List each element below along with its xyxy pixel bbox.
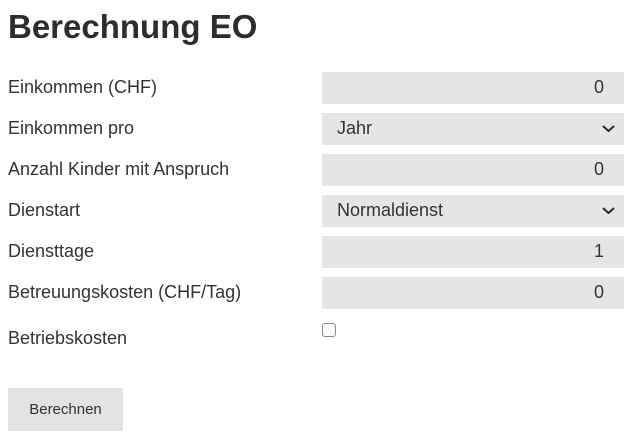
kinder-control <box>322 153 624 186</box>
form-row-dienstart: Dienstart Normaldienst <box>8 194 624 227</box>
einkommen-control <box>322 71 624 104</box>
form-row-diensttage: Diensttage <box>8 235 624 268</box>
form-row-betriebskosten: Betriebskosten <box>8 322 624 355</box>
kinder-input[interactable] <box>322 153 624 186</box>
einkommen-pro-selected-value: Jahr <box>337 118 373 139</box>
betriebskosten-control <box>322 322 624 355</box>
betreuungskosten-input[interactable] <box>322 276 624 309</box>
chevron-down-icon <box>602 207 615 215</box>
diensttage-label: Diensttage <box>8 241 95 262</box>
einkommen-pro-label: Einkommen pro <box>8 118 135 139</box>
form-row-kinder: Anzahl Kinder mit Anspruch <box>8 153 624 186</box>
betreuungskosten-control <box>322 276 624 309</box>
betreuungskosten-label: Betreuungskosten (CHF/Tag) <box>8 282 242 303</box>
einkommen-pro-control: Jahr <box>322 112 624 145</box>
dienstart-select[interactable]: Normaldienst <box>322 194 624 227</box>
dienstart-label: Dienstart <box>8 200 81 221</box>
chevron-down-icon <box>602 125 615 133</box>
dienstart-selected-value: Normaldienst <box>337 200 444 221</box>
berechnung-eo-form-page: Berechnung EO Einkommen (CHF) Einkommen … <box>0 8 638 431</box>
betriebskosten-label: Betriebskosten <box>8 328 128 349</box>
betriebskosten-checkbox[interactable] <box>322 322 336 337</box>
berechnen-button[interactable]: Berechnen <box>8 387 123 431</box>
diensttage-control <box>322 235 624 268</box>
kinder-label: Anzahl Kinder mit Anspruch <box>8 159 230 180</box>
form-row-betreuungskosten: Betreuungskosten (CHF/Tag) <box>8 276 624 309</box>
einkommen-input[interactable] <box>322 71 624 104</box>
diensttage-input[interactable] <box>322 235 624 268</box>
einkommen-pro-select[interactable]: Jahr <box>322 112 624 145</box>
form-row-einkommen-pro: Einkommen pro Jahr <box>8 112 624 145</box>
form-row-einkommen: Einkommen (CHF) <box>8 71 624 104</box>
dienstart-control: Normaldienst <box>322 194 624 227</box>
page-title: Berechnung EO <box>8 8 258 45</box>
einkommen-label: Einkommen (CHF) <box>8 77 158 98</box>
